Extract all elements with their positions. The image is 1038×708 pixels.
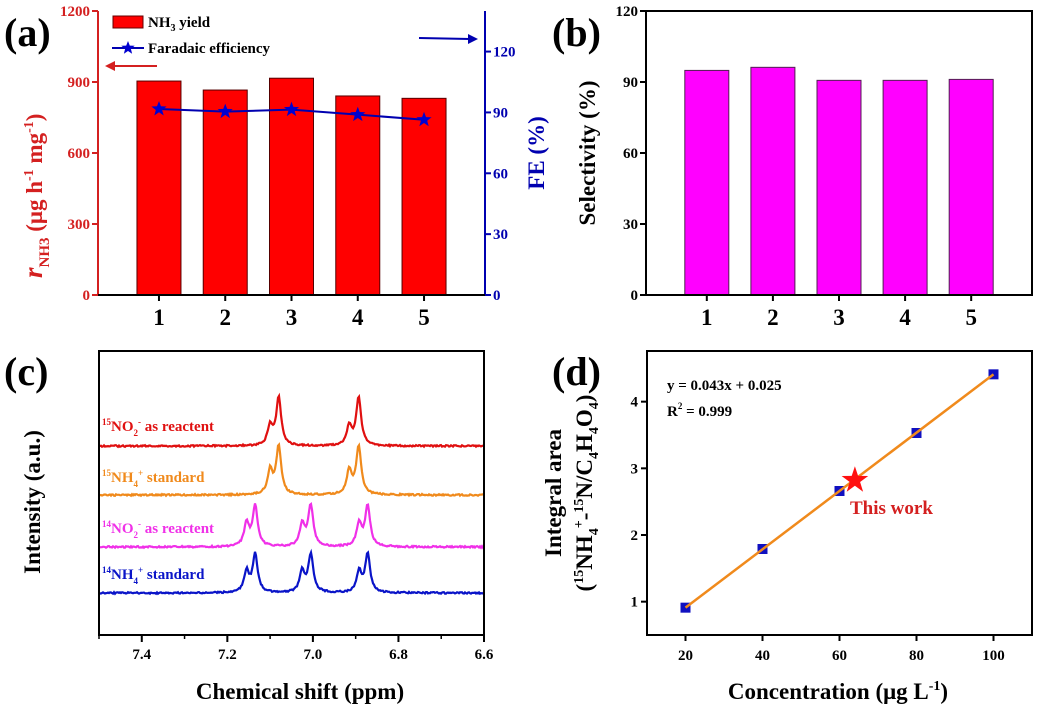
bar-selectivity-4 (882, 79, 928, 296)
panel-d-xlabel: Concentration (μg L-1) (728, 679, 948, 704)
ytick-label-right: 0 (493, 288, 501, 304)
panel-d-ylabel-line1: Integral area (541, 429, 566, 557)
panel-label-a: (a) (4, 10, 51, 55)
xtick-label: 7.0 (304, 647, 323, 663)
panel-a: 0 300 600 900 1200 0 30 60 90 120 1 2 3 4 5 (60, 4, 516, 330)
spectrum-label-2: 15NH4+ standard (102, 468, 205, 489)
ytick-label-left: 300 (68, 217, 91, 233)
xtick-label: 6.6 (475, 647, 494, 663)
bar-selectivity-2 (750, 66, 796, 296)
legend-line-label: Faradaic efficiency (148, 41, 271, 57)
bar-nh3-yield-4 (335, 95, 381, 296)
xtick-label: 100 (982, 648, 1005, 664)
xtick-label: 1 (701, 305, 713, 330)
ytick-label: 4 (631, 395, 639, 411)
panel-b-ylabel: Selectivity (%) (575, 81, 600, 226)
xtick-label: 2 (219, 305, 231, 330)
bar-selectivity-1 (684, 69, 730, 296)
this-work-star-marker (841, 466, 869, 492)
ytick-label-left: 1200 (60, 4, 90, 20)
xtick-label: 7.2 (218, 647, 237, 663)
ytick-label-right: 120 (493, 45, 516, 61)
spectrum-3 (98, 501, 485, 550)
fe-star-marker-3 (283, 101, 300, 117)
panel-d: 1 2 3 4 20 40 60 80 100 (631, 350, 1033, 664)
panel-label-c: (c) (4, 349, 48, 394)
xtick-label: 3 (833, 305, 845, 330)
fit-line (684, 373, 995, 609)
xtick-label: 2 (767, 305, 779, 330)
ytick-label: 1 (631, 595, 639, 611)
spectrum-label-3: 14NO2- as reactent (102, 519, 214, 540)
bar-selectivity-3 (816, 79, 862, 296)
ytick-label: 0 (631, 288, 639, 304)
spectrum-label-4: 14NH4+ standard (102, 565, 205, 586)
ytick-label-left: 600 (68, 146, 91, 162)
fe-star-marker-5 (416, 111, 432, 127)
panel-c-ylabel: Intensity (a.u.) (20, 430, 45, 574)
spectrum-4 (98, 548, 485, 596)
arrow-left-axis-indicator (105, 61, 157, 71)
panel-label-d: (d) (552, 349, 601, 394)
ytick-label-right: 60 (493, 166, 508, 182)
bar-selectivity-5 (948, 78, 994, 296)
arrow-right-axis-indicator (418, 34, 478, 44)
ytick-label: 90 (623, 75, 638, 91)
fit-r-squared: R2 = 0.999 (667, 401, 732, 420)
fe-star-marker-4 (350, 106, 366, 122)
ytick-label: 30 (623, 217, 638, 233)
legend-star-marker (121, 41, 135, 54)
spectrum-2 (98, 442, 485, 498)
panel-c: 15NO2- as reactent 15NH4+ standard 14NO2- … (98, 350, 494, 663)
panel-b: 0 30 60 90 120 1 2 3 4 5 (616, 4, 1033, 330)
xtick-label: 40 (755, 648, 770, 664)
xtick-label: 60 (832, 648, 847, 664)
ytick-label: 3 (631, 461, 639, 477)
xtick-label: 20 (678, 648, 693, 664)
panel-a-ylabel-left: rNH3 (μg h-1 mg-1) (18, 114, 53, 278)
xtick-label: 6.8 (389, 647, 408, 663)
bar-nh3-yield-1 (136, 80, 182, 296)
legend-bar-label: NH3 yield (148, 15, 211, 34)
xtick-label: 5 (418, 305, 430, 330)
xtick-label: 4 (352, 305, 364, 330)
ytick-label-right: 30 (493, 227, 508, 243)
panel-d-ylabel-line2: (15NH4+-15N/C4H4O4) (572, 395, 602, 592)
xtick-label: 7.4 (132, 647, 151, 663)
spectrum-label-1: 15NO2- as reactent (102, 417, 214, 438)
panel-label-b: (b) (552, 10, 601, 55)
panel-a-ylabel-right: FE (%) (524, 116, 549, 189)
ytick-label: 60 (623, 146, 638, 162)
spectrum-1 (98, 392, 485, 449)
legend-bar-swatch (112, 15, 144, 29)
fe-star-marker-2 (217, 103, 233, 119)
ytick-label: 2 (631, 528, 639, 544)
xtick-label: 1 (153, 305, 165, 330)
bar-nh3-yield-3 (269, 77, 314, 296)
plot-frame (98, 350, 485, 636)
fe-star-marker-1 (151, 101, 167, 116)
xtick-label: 3 (286, 305, 298, 330)
xtick-label: 5 (965, 305, 977, 330)
fit-equation: y = 0.043x + 0.025 (667, 378, 782, 394)
ytick-label-left: 900 (68, 75, 91, 91)
bar-nh3-yield-2 (202, 89, 248, 296)
this-work-label: This work (850, 498, 933, 519)
xtick-label: 4 (899, 305, 911, 330)
bar-nh3-yield-5 (401, 97, 447, 296)
ytick-label-right: 90 (493, 105, 508, 121)
ytick-label-left: 0 (83, 288, 91, 304)
xtick-label: 80 (909, 648, 924, 664)
ytick-label: 120 (616, 4, 639, 20)
panel-c-xlabel: Chemical shift (ppm) (196, 679, 404, 704)
